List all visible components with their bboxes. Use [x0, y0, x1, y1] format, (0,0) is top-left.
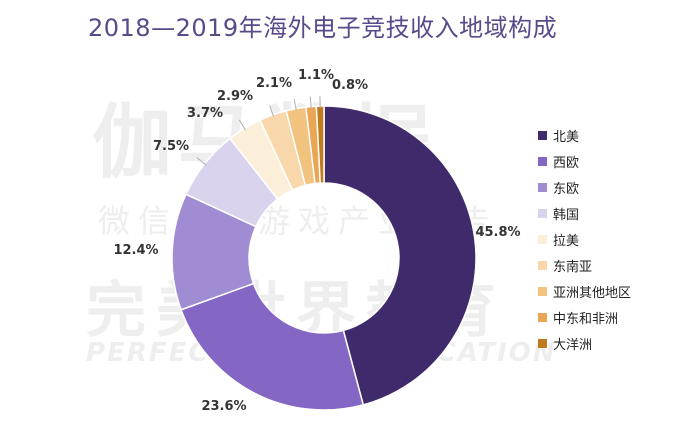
legend-item-6: 东南亚 — [538, 252, 631, 278]
legend: 北美西欧东欧韩国拉美东南亚亚洲其他地区 中东和非洲大洋洲 — [538, 122, 631, 356]
legend-label-7: 亚洲其他地区 — [553, 285, 632, 301]
data-label-1: 45.8% — [475, 225, 520, 240]
data-label-6: 2.9% — [217, 89, 253, 104]
legend-item-7: 亚洲其他地区 — [538, 278, 631, 304]
legend-label-2: 西欧 — [553, 155, 580, 171]
legend-item-2: 西欧 — [538, 148, 631, 174]
legend-label-9: 大洋洲 — [553, 337, 593, 353]
slice-2 — [180, 282, 365, 411]
data-label-7: 2.1% — [256, 76, 292, 91]
legend-label-6: 东南亚 — [553, 259, 593, 275]
legend-label-4: 韩国 — [553, 207, 580, 223]
legend-item-1: 北美 — [538, 122, 631, 148]
legend-swatch-9 — [538, 338, 547, 348]
legend-label-1: 北美 — [553, 129, 580, 145]
leader-line-7 — [293, 98, 297, 111]
leader-line-4 — [196, 157, 207, 166]
legend-item-3: 东欧 — [538, 174, 631, 200]
legend-swatch-2 — [538, 156, 547, 166]
data-label-4: 7.5% — [153, 139, 189, 154]
legend-item-8: 中东和非洲 — [538, 304, 631, 330]
slice-9 — [315, 105, 325, 184]
legend-swatch-4 — [538, 208, 547, 218]
legend-label-5: 拉美 — [553, 233, 580, 249]
data-label-8: 1.1% — [298, 68, 334, 83]
leader-line-5 — [238, 119, 246, 131]
data-label-2: 23.6% — [201, 399, 246, 414]
leader-line-6 — [269, 105, 275, 117]
legend-label-3: 东欧 — [553, 181, 580, 197]
legend-swatch-6 — [538, 260, 547, 270]
legend-swatch-8 — [538, 312, 547, 322]
legend-label-8: 中东和非洲 — [553, 311, 619, 327]
legend-swatch-5 — [538, 234, 547, 244]
leader-line-8 — [309, 96, 312, 109]
legend-item-4: 韩国 — [538, 200, 631, 226]
data-label-3: 12.4% — [113, 243, 158, 258]
legend-swatch-7 — [538, 286, 547, 296]
legend-item-5: 拉美 — [538, 226, 631, 252]
legend-swatch-1 — [538, 130, 547, 140]
slice-1 — [323, 105, 477, 406]
legend-item-9: 大洋洲 — [538, 330, 631, 356]
data-label-9: 0.8% — [332, 78, 368, 93]
chart-title: 2018—2019年海外电子竞技收入地域构成 — [88, 14, 558, 42]
data-label-5: 3.7% — [187, 106, 223, 121]
legend-swatch-3 — [538, 182, 547, 192]
